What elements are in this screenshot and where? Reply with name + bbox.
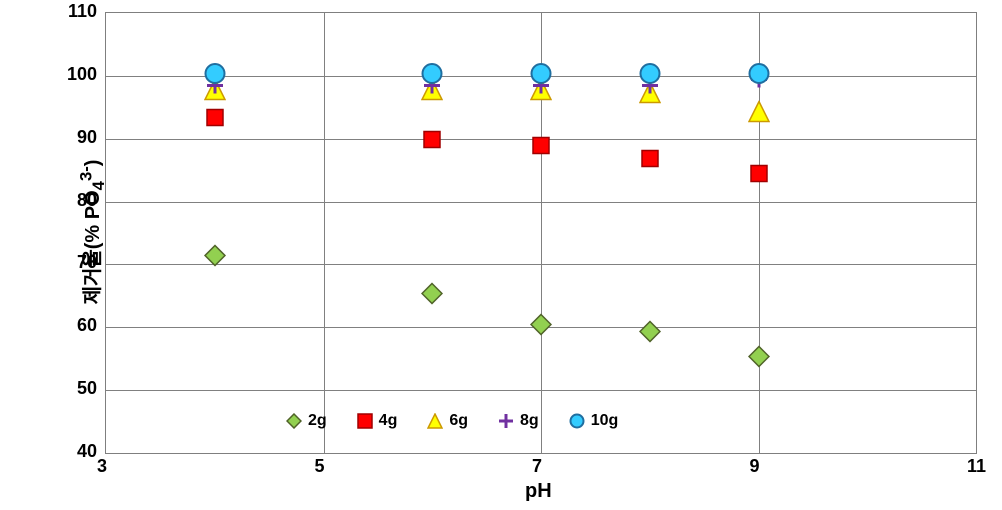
y-axis-title: 제거율(% PO43-) (76, 160, 109, 305)
circle-icon (569, 413, 585, 429)
y-tick-label: 50 (77, 378, 97, 399)
y-tick-label: 60 (77, 315, 97, 336)
y-tick-label: 40 (77, 441, 97, 462)
legend-label: 10g (591, 412, 619, 430)
data-point-4g (641, 149, 659, 172)
data-point-4g (532, 137, 550, 160)
x-tick-label: 3 (97, 456, 107, 477)
x-tick-label: 7 (532, 456, 542, 477)
data-point-10g (639, 62, 661, 89)
data-point-2g (530, 314, 552, 341)
legend-label: 2g (308, 412, 327, 430)
legend-label: 6g (449, 412, 468, 430)
y-tick-label: 70 (77, 252, 97, 273)
legend: 2g 4g 6g 8g 10g (286, 412, 618, 430)
data-point-10g (421, 62, 443, 89)
y-tick-label: 100 (67, 64, 97, 85)
data-point-10g (204, 62, 226, 89)
chart-container: 2g 4g 6g 8g 10g 제거율(% PO43-) pH 40 50 60 70 80 90… (0, 0, 1002, 510)
legend-item-8g: 8g (498, 412, 539, 430)
x-tick-label: 11 (967, 456, 986, 477)
grid-line-vertical (324, 13, 325, 453)
legend-item-10g: 10g (569, 412, 619, 430)
y-tick-label: 110 (68, 1, 97, 22)
square-icon (357, 413, 373, 429)
data-point-10g (530, 62, 552, 89)
x-axis-title: pH (525, 480, 552, 503)
legend-item-4g: 4g (357, 412, 398, 430)
legend-item-2g: 2g (286, 412, 327, 430)
legend-label: 4g (379, 412, 398, 430)
plot-area: 2g 4g 6g 8g 10g (105, 12, 977, 454)
data-point-4g (750, 165, 768, 188)
x-tick-label: 5 (315, 456, 325, 477)
data-point-2g (748, 345, 770, 372)
triangle-icon (427, 413, 443, 429)
diamond-icon (286, 413, 302, 429)
legend-item-6g: 6g (427, 412, 468, 430)
data-point-2g (639, 320, 661, 347)
data-point-10g (748, 62, 770, 89)
data-point-6g (748, 100, 770, 127)
data-point-2g (204, 245, 226, 272)
y-tick-label: 90 (77, 127, 97, 148)
data-point-2g (421, 282, 443, 309)
data-point-4g (206, 108, 224, 131)
legend-label: 8g (520, 412, 539, 430)
y-tick-label: 80 (77, 190, 97, 211)
x-tick-label: 9 (750, 456, 760, 477)
plus-icon (498, 413, 514, 429)
data-point-4g (423, 130, 441, 153)
